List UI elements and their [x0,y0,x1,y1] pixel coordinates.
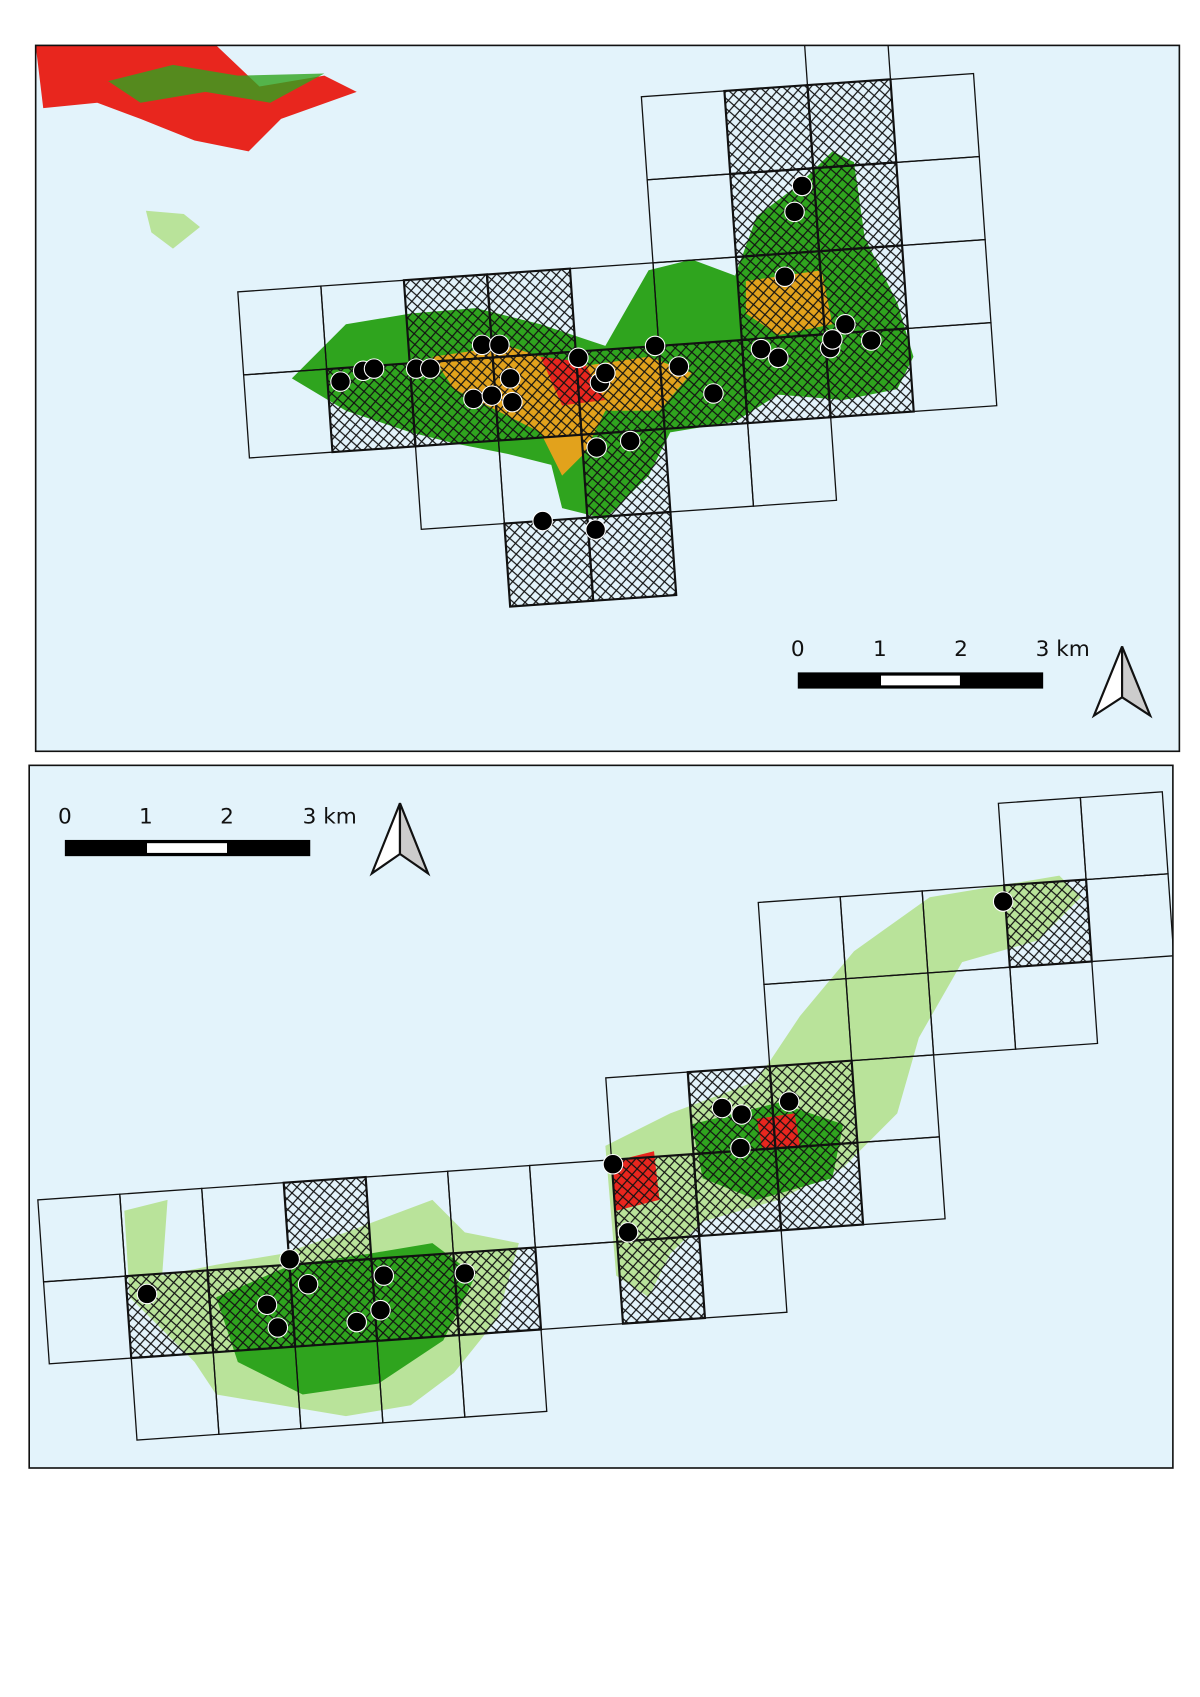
sighting-dot [992,891,1014,912]
sighting-dot [711,1097,733,1119]
scaled-content: 0 1 2 3 km 0 1 2 3 km [28,44,1181,1469]
sighting-dot [778,1091,800,1112]
hatched-cell [616,1234,707,1325]
sighting-dot [346,1311,367,1333]
sighting-dot [454,1263,476,1284]
hatched-cell [282,1175,373,1266]
scale-label: 3 km [1036,637,1090,662]
hatched-cell [288,1257,379,1348]
sighting-dot [419,358,441,379]
islet [145,210,200,249]
hatched-cell [812,161,904,253]
sighting-dot [363,358,385,379]
sighting-dot [267,1317,289,1338]
hatched-cell [734,250,827,342]
hatched-cell [206,1263,297,1354]
grid-cell [856,1136,946,1226]
hatched-cell [806,78,898,170]
panel-border [34,44,1181,753]
sighting-dot [585,519,606,540]
scale-label: 0 [791,637,805,662]
sighting-dot [668,356,690,377]
hatched-cell [817,244,910,336]
sighting-dot [617,1222,639,1243]
sighting-dot [784,201,805,223]
sighting-dot [586,437,607,458]
grid-cell [746,416,838,507]
sighting-dot [532,510,553,532]
land-forest [108,64,325,103]
sighting-dot [502,391,523,413]
grid-cell [1085,873,1173,963]
sighting-dot [731,1104,752,1125]
sighting-dot [644,335,666,357]
hatched-cell [692,1147,783,1238]
sighting-dot [602,1153,624,1175]
grid-cell [1009,960,1099,1050]
sightings [330,175,882,540]
sighting-dot [568,347,589,369]
hatched-cell [723,84,815,176]
scale-bar-segment [881,675,960,686]
scale-label: 1 [139,805,153,830]
grid-cell [458,1328,548,1418]
map-panel: 0 1 2 3 km [35,45,1180,752]
grid-cell [907,321,998,413]
sighting-dot [499,368,521,389]
sighting-dot [835,314,856,335]
sighting-dot [370,1299,391,1321]
sighting-dot [791,175,813,197]
panel-border [28,764,1174,1469]
sighting-dot [279,1249,300,1270]
map-panel: 0 1 2 3 km [29,765,1173,1468]
scale-label: 0 [58,805,72,830]
north-arrow [369,802,431,877]
sighting-dot [373,1265,395,1286]
hatched-cell [574,344,666,436]
sighting-dot [330,371,351,392]
sighting-dot [774,266,796,288]
scale-label: 2 [954,637,968,662]
sighting-dot [703,383,724,404]
hatched-cell [1002,878,1093,969]
sighting-dot [256,1294,278,1316]
hatched-cell [657,338,749,431]
scale-bar-segment [147,843,228,853]
sighting-dot [489,334,510,356]
land-urban [35,45,357,152]
grid [37,791,1173,1441]
sighting-dot [471,334,493,356]
sighting-dot [297,1273,319,1295]
sighting-dot [136,1283,158,1305]
sighting-dot [619,430,641,452]
scale-label: 2 [220,805,234,830]
scale-label: 1 [873,637,887,662]
sighting-dot [861,330,882,351]
sightings [136,891,1014,1338]
sighting-dot [730,1137,751,1159]
hatched-cell [503,516,595,608]
sighting-dot [822,329,843,350]
hatched-cell [124,1269,215,1360]
hatched-cell [586,510,678,602]
sighting-dot [768,347,789,369]
sighting-dot [595,362,616,384]
north-arrow [1091,646,1153,719]
sighting-dot [750,338,772,360]
sighting-dot [463,388,484,410]
hatched-cell [452,1246,543,1337]
sighting-dot [481,385,503,406]
scale-label: 3 km [303,805,357,830]
grid-cell [698,1229,788,1319]
hatched-cell [774,1141,865,1232]
